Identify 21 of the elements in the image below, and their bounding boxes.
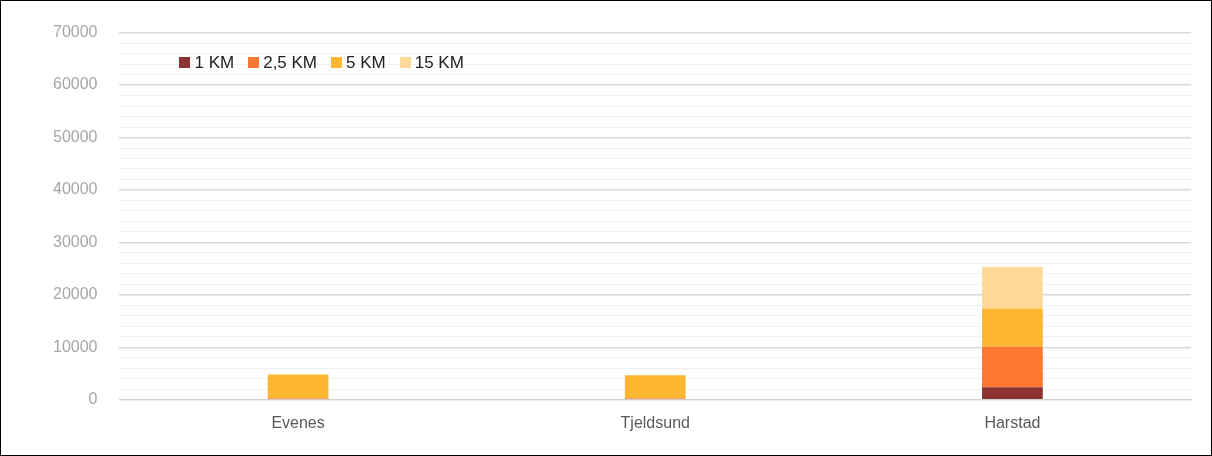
bar [267,374,329,399]
bar [982,267,1043,309]
y-tick-label: 40000 [52,180,98,198]
legend-label: 2,5 KM [263,52,318,73]
x-tick-label: Evenes [271,413,325,431]
y-tick-label: 50000 [52,127,98,145]
legend-label: 15 KM [414,52,464,73]
y-tick-label: 0 [88,390,98,408]
y-tick-label: 30000 [52,232,98,250]
legend-label: 5 KM [346,52,386,73]
bar [982,308,1043,347]
legend-label: 1 KM [194,52,235,73]
bar [982,346,1043,388]
x-tick-label: Tjeldsund [620,413,690,431]
y-tick-label: 60000 [52,75,98,93]
y-tick-label: 70000 [52,23,98,41]
y-tick-label: 20000 [52,285,98,303]
y-tick-label: 10000 [52,337,98,355]
bar [982,387,1043,400]
bar [624,375,686,399]
x-tick-label: Harstad [984,413,1041,431]
